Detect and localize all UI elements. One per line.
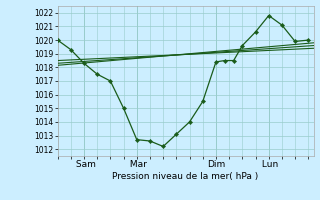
X-axis label: Pression niveau de la mer( hPa ): Pression niveau de la mer( hPa ) [112, 172, 259, 181]
